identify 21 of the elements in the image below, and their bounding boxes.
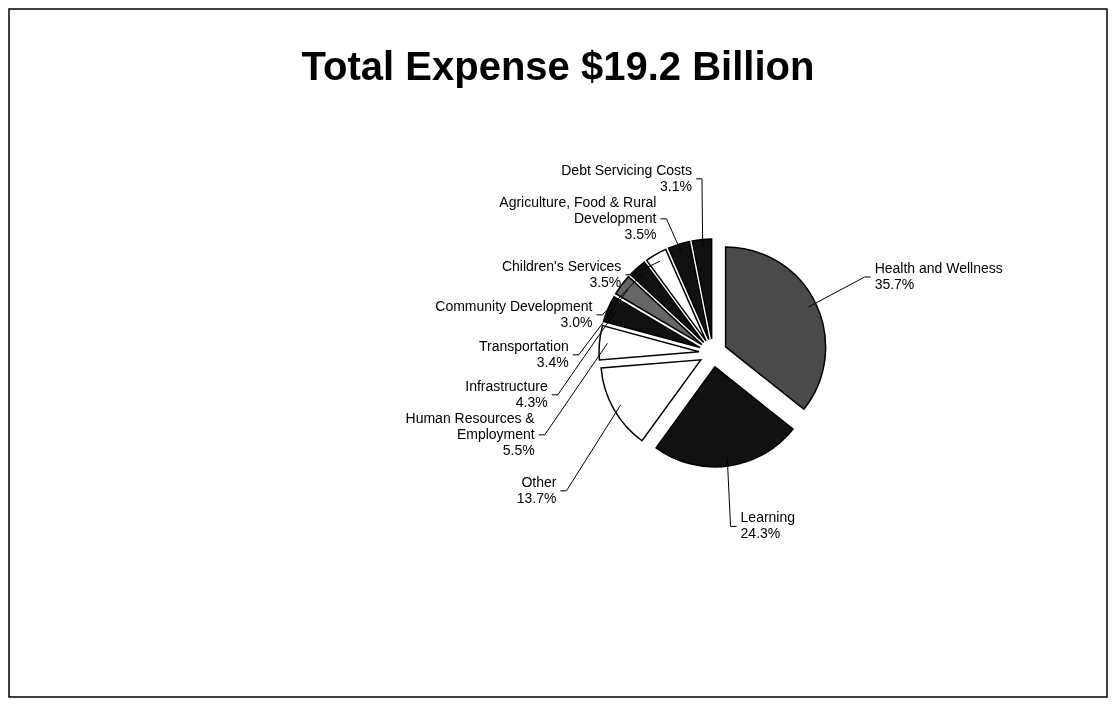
slice-label: Health and Wellness <box>874 260 1003 276</box>
data-label: 35.7% <box>874 276 915 292</box>
data-label: 3.5% <box>624 225 657 242</box>
slice-label: Human Resources & Employment <box>405 409 536 442</box>
slice-label: Transportation <box>478 337 569 354</box>
data-label: 24.3% <box>740 525 781 542</box>
data-label: 5.5% <box>502 441 535 458</box>
data-label: 3.4% <box>536 353 569 370</box>
slice-label: Children's Services <box>501 257 622 274</box>
slice-label: Community Development <box>435 297 593 314</box>
slice-label: Debt Servicing Costs <box>561 161 692 178</box>
slice-label: Other <box>521 473 557 490</box>
data-label: 3.1% <box>660 177 692 194</box>
data-label: 4.3% <box>515 393 548 410</box>
data-label: 13.7% <box>516 489 557 506</box>
slice-label: Agriculture, Food & Rural Development <box>499 193 657 226</box>
slice-label: Infrastructure <box>465 377 548 394</box>
slice-label: Learning <box>740 509 796 526</box>
chart-title: Total Expense $19.2 Billion <box>301 44 815 88</box>
data-label: 3.0% <box>560 313 593 330</box>
data-label: 3.5% <box>589 273 622 290</box>
